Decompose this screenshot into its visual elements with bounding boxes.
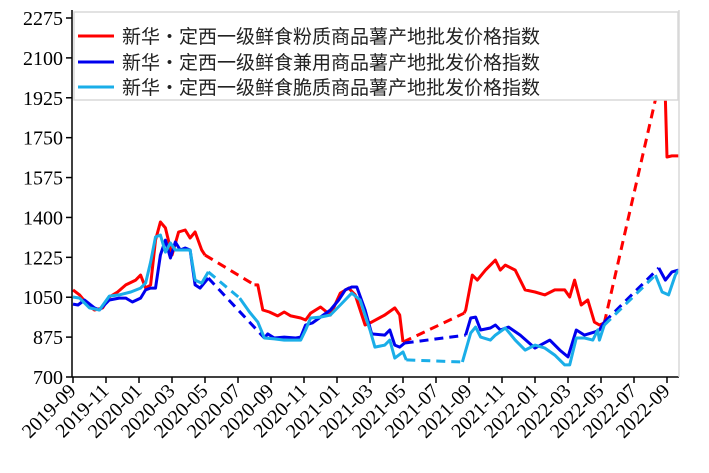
series-1-dashed-segment xyxy=(204,253,256,287)
legend-box xyxy=(73,11,679,101)
legend-label: 新华・定西一级鲜食脆质商品薯产地批发价格指数 xyxy=(122,77,540,99)
series-3-dashed-segment xyxy=(603,274,657,327)
legend-item-1: 新华・定西一级鲜食粉质商品薯产地批发价格指数 xyxy=(78,26,540,48)
legend-item-3: 新华・定西一级鲜食脆质商品薯产地批发价格指数 xyxy=(78,77,540,99)
series-3-dashed-segment xyxy=(207,270,241,300)
y-tick-label: 1400 xyxy=(23,207,63,229)
y-tick-label: 1575 xyxy=(23,168,63,190)
y-tick-label: 1750 xyxy=(23,128,63,150)
y-tick-label: 1925 xyxy=(23,88,63,110)
y-tick-label: 700 xyxy=(33,367,63,389)
series-2-dashed-segment xyxy=(603,266,660,324)
series-2 xyxy=(72,238,679,359)
series-1 xyxy=(72,77,679,344)
series-1-dashed-segment xyxy=(402,311,465,344)
legend-label: 新华・定西一级鲜食兼用商品薯产地批发价格指数 xyxy=(122,52,540,74)
legend-label: 新华・定西一级鲜食粉质商品薯产地批发价格指数 xyxy=(122,26,540,48)
series-1-line xyxy=(72,77,679,343)
y-tick-label: 2100 xyxy=(23,48,63,70)
series-2-dashed-segment xyxy=(404,333,466,345)
x-ticks: 2019-092019-112020-012020-032020-052020-… xyxy=(18,377,675,443)
series-2-dashed-segment xyxy=(207,277,266,340)
y-ticks: 700 875 1050 1225 1400 1575 1750 1925 2100 2275 xyxy=(23,8,72,389)
y-tick-label: 2275 xyxy=(23,8,63,30)
series-3 xyxy=(72,233,680,367)
legend: 新华・定西一级鲜食粉质商品薯产地批发价格指数 新华・定西一级鲜食兼用商品薯产地批… xyxy=(73,11,679,101)
y-tick-label: 875 xyxy=(33,327,63,349)
y-tick-label: 1050 xyxy=(23,287,63,309)
axes xyxy=(71,10,680,378)
legend-item-2: 新华・定西一级鲜食兼用商品薯产地批发价格指数 xyxy=(78,52,540,74)
y-tick-label: 1225 xyxy=(23,247,63,269)
series-3-dashed-segment xyxy=(406,358,463,364)
series-1-dashed-segment xyxy=(602,77,662,324)
series-layer xyxy=(72,77,680,367)
